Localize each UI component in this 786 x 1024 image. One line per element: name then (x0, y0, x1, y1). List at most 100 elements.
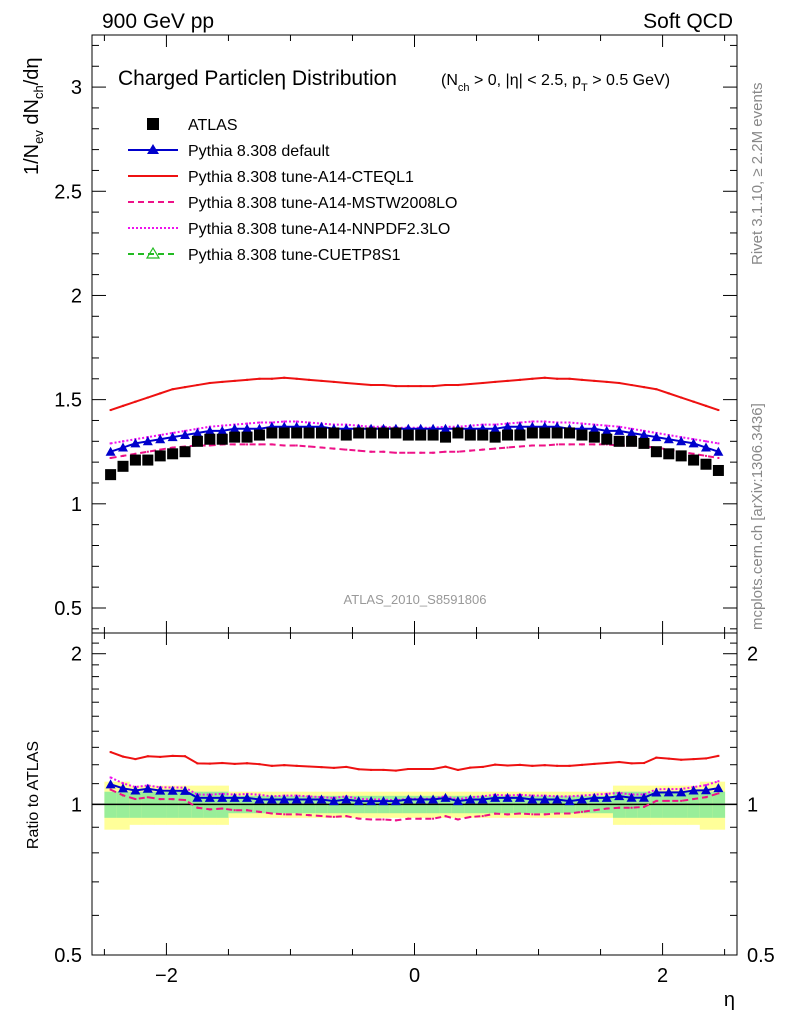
series-3-ratio-point (630, 806, 633, 809)
series-3-point (382, 450, 385, 453)
series-3-ratio-point (394, 819, 397, 822)
series-2-ratio-point (543, 764, 546, 767)
series-2-ratio-point (580, 763, 583, 766)
series-2-ratio-point (704, 757, 707, 760)
ratio-y-tick-label: 0.5 (54, 945, 82, 967)
series-2-point (680, 396, 683, 399)
series-3-point (419, 451, 422, 454)
process-label: 900 GeV pp (102, 10, 214, 33)
series-1-point (663, 434, 674, 444)
series-1-ratio-point (564, 796, 575, 806)
series-3-point (593, 443, 596, 446)
series-2-point (345, 381, 348, 384)
series-2-point (444, 384, 447, 387)
series-1-ratio-point (167, 785, 178, 795)
series-3-point (122, 454, 125, 457)
series-3-ratio-point (518, 812, 521, 815)
series-3-point (370, 450, 373, 453)
series-2-point (605, 380, 608, 383)
series-2-ratio-point (556, 764, 559, 767)
series-2-point (283, 376, 286, 379)
x-tick-label: 2 (657, 965, 668, 987)
x-tick-label: 0 (409, 965, 420, 987)
series-3-ratio-point (122, 794, 125, 797)
series-3-point (531, 444, 534, 447)
atlas-data-point (377, 427, 389, 439)
series-1-ratio-point (229, 792, 240, 802)
series-1-ratio-point (465, 794, 476, 804)
series-3-ratio-point (382, 818, 385, 821)
series-3-ratio-point (208, 808, 211, 811)
atlas-data-point (353, 427, 365, 439)
series-1-ratio-point (279, 794, 290, 804)
series-3-point (171, 446, 174, 449)
series-2-ratio-point (345, 765, 348, 768)
y-tick-label: 1.5 (54, 390, 82, 412)
series-3-ratio-point (444, 815, 447, 818)
series-2-point (568, 377, 571, 380)
series-3-point (258, 443, 261, 446)
series-4-point (109, 442, 112, 445)
series-3-ratio-point (258, 810, 261, 813)
series-1-ratio-point (242, 792, 253, 802)
series-2-point (580, 378, 583, 381)
series-3-ratio-point (593, 809, 596, 812)
series-3-ratio-point (543, 813, 546, 816)
series-2-ratio-point (109, 751, 112, 754)
series-3-point (295, 444, 298, 447)
series-3-ratio-point (270, 812, 273, 815)
series-2-ratio-point (680, 758, 683, 761)
atlas-data-point (440, 431, 452, 443)
series-3-point (543, 444, 546, 447)
series-2-point (506, 379, 509, 382)
series-1-ratio-point (366, 796, 377, 806)
series-4-point (605, 424, 608, 427)
series-2-ratio-point (531, 764, 534, 767)
series-2-ratio-point (469, 766, 472, 769)
series-2-point (481, 381, 484, 384)
chart-title: Charged Particleη Distribution (118, 67, 397, 90)
y-tick-label: 2.5 (54, 181, 82, 203)
series-4-point (543, 420, 546, 423)
series-1-point (688, 438, 699, 448)
series-4-point (295, 420, 298, 423)
series-2-ratio-point (295, 764, 298, 767)
series-3-ratio-point (233, 809, 236, 812)
series-4-point (717, 442, 720, 445)
series-3-ratio-point (456, 818, 459, 821)
atlas-data-point (613, 435, 625, 447)
series-2-point (655, 388, 658, 391)
series-2-ratio-point (630, 762, 633, 765)
atlas-data-point (105, 469, 117, 481)
series-3-point (407, 451, 410, 454)
series-3-ratio-point (481, 815, 484, 818)
atlas-data-point (712, 464, 724, 476)
y-tick-label: 1 (71, 494, 82, 516)
atlas-data-point (154, 450, 166, 462)
ratio-y-tick-label: 0.5 (747, 945, 775, 967)
series-1-point (589, 423, 600, 433)
series-2-point (717, 409, 720, 412)
series-2-ratio-point (196, 762, 199, 765)
series-3-ratio-point (146, 796, 149, 799)
series-1-point (676, 436, 687, 446)
series-2-ratio-point (432, 767, 435, 770)
series-4-point (258, 421, 261, 424)
series-1-ratio-point (328, 796, 339, 806)
series-1-ratio-point (291, 794, 302, 804)
series-2-point (394, 385, 397, 388)
series-2-point (642, 386, 645, 389)
series-3-ratio-point (184, 799, 187, 802)
series-1-ratio-point (130, 785, 141, 795)
series-1-ratio-point (341, 794, 352, 804)
legend-entry-label: Pythia 8.308 tune-A14-MSTW2008LO (188, 195, 457, 212)
series-3-ratio-point (159, 798, 162, 801)
series-2-point (518, 378, 521, 381)
series-1-point (700, 442, 711, 452)
series-2-ratio-point (370, 768, 373, 771)
y-tick-label: 0.5 (54, 598, 82, 620)
series-3-ratio-point (605, 807, 608, 810)
series-3-point (580, 443, 583, 446)
series-3-point (394, 451, 397, 454)
